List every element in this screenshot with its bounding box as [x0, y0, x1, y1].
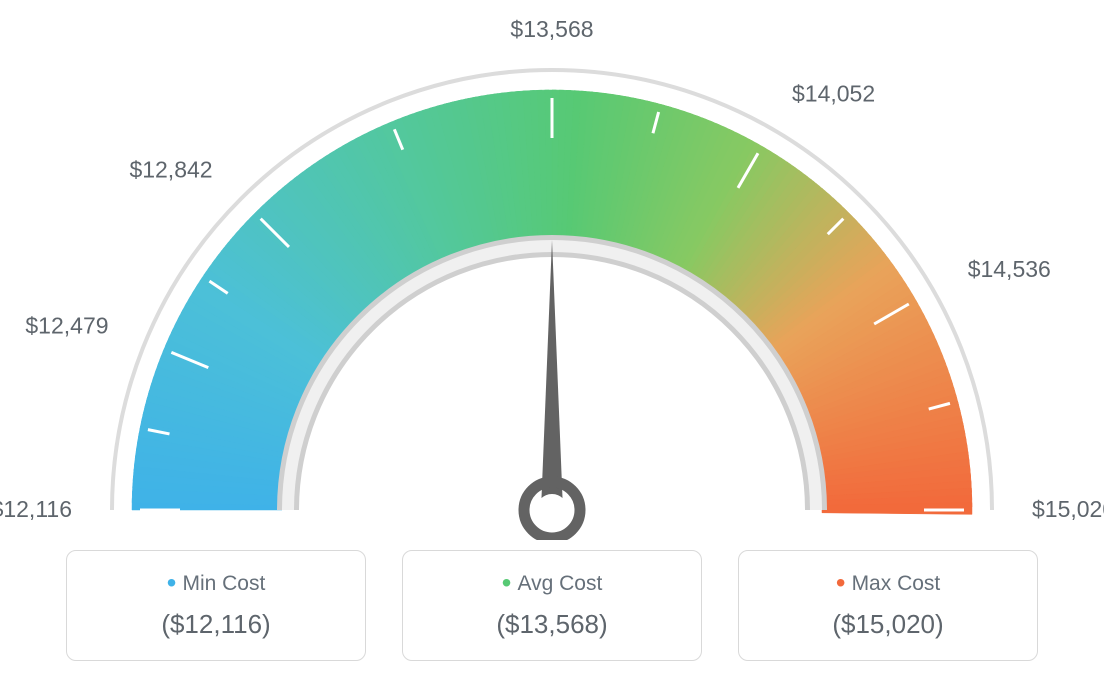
legend-value-max: ($15,020): [763, 609, 1013, 640]
gauge-tick-label: $12,116: [0, 496, 72, 522]
legend-label-max: Max Cost: [852, 572, 941, 595]
legend-card-avg: •Avg Cost ($13,568): [402, 550, 702, 661]
gauge-tick-label: $14,536: [968, 256, 1051, 282]
legend-row: •Min Cost ($12,116) •Avg Cost ($13,568) …: [0, 550, 1104, 661]
legend-dot-avg: •: [502, 567, 512, 598]
legend-title-avg: •Avg Cost: [427, 567, 677, 599]
cost-gauge-chart: $12,116 $12,479 $12,842 $13,568 $14,052 $14,5…: [0, 0, 1104, 540]
legend-value-avg: ($13,568): [427, 609, 677, 640]
legend-dot-min: •: [167, 567, 177, 598]
legend-title-min: •Min Cost: [91, 567, 341, 599]
gauge-tick-label: $14,052: [792, 80, 875, 106]
gauge-tick-label: $15,020: [1032, 496, 1104, 522]
legend-value-min: ($12,116): [91, 609, 341, 640]
gauge-tick-label: $12,842: [129, 157, 212, 183]
legend-card-min: •Min Cost ($12,116): [66, 550, 366, 661]
gauge-tick-label: $12,479: [25, 312, 108, 338]
gauge-svg: $12,116 $12,479 $12,842 $13,568 $14,052 $14,5…: [0, 0, 1104, 540]
legend-title-max: • Max Cost: [763, 567, 1013, 599]
legend-card-max: • Max Cost ($15,020): [738, 550, 1038, 661]
legend-dot-max: •: [836, 567, 846, 598]
legend-label-avg: Avg Cost: [517, 572, 602, 595]
gauge-tick-label: $13,568: [510, 16, 593, 42]
legend-label-min: Min Cost: [182, 572, 265, 595]
